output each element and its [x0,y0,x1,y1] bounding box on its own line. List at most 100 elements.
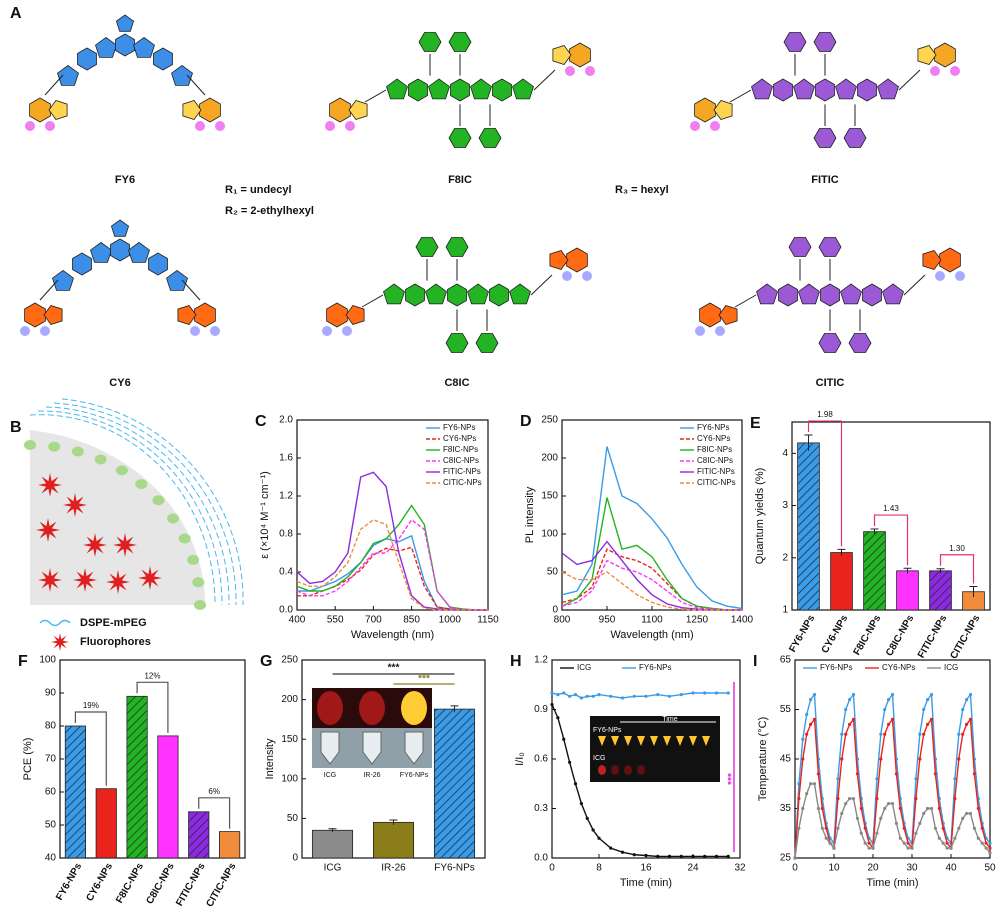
halogen [342,326,352,336]
point [836,777,840,781]
bond [903,274,926,296]
x-axis-label: Wavelength (nm) [610,629,693,641]
point [556,693,560,697]
ring [843,128,867,148]
y-tick-label: 55 [780,704,792,715]
point [937,836,941,840]
y-tick-label: 100 [281,773,298,784]
fluorophore [83,533,107,557]
x-tick-label: 1100 [641,615,663,626]
y-axis-label: PCE (%) [22,738,34,781]
fluorophore [138,566,162,590]
x-tick-label: IR-26 [381,863,406,874]
point [816,806,821,811]
halogen [25,121,35,131]
bracket [198,797,231,829]
ring [29,97,51,123]
point [859,831,863,835]
ring [148,252,168,276]
legend-label: C8IC-NPs [443,456,479,465]
ring [509,283,531,305]
x-tick-label: 550 [327,615,344,626]
halogen [325,121,335,131]
ring [428,78,450,100]
inset-glow [401,691,427,725]
panel-label: F [18,653,28,670]
point [840,811,844,816]
bond [530,274,553,296]
ring [415,237,439,257]
point [926,806,930,811]
y-tick-label: 0.0 [534,853,548,864]
bracket [939,554,975,584]
ring [72,252,92,276]
ring [699,302,721,328]
panel-label: I [753,653,757,670]
ring [566,247,588,273]
inset-label: Time [662,716,677,723]
point [879,757,883,761]
point [679,854,683,858]
y-tick-label: 80 [45,721,57,732]
x-tick-label: 10 [828,863,840,874]
point [918,732,922,736]
halogen [215,121,225,131]
y-tick-label: 250 [541,415,558,426]
bar [95,788,117,859]
point [972,772,977,776]
ring [778,283,798,307]
inset-tube [611,736,619,746]
y-axis-label: ε (×10⁴ M⁻¹ cm⁻¹) [259,471,271,559]
point [988,851,992,855]
point [820,806,824,811]
bond [729,89,752,103]
bar [863,531,886,611]
ring [475,333,499,353]
ring [182,100,202,120]
point [632,694,636,698]
point [961,707,965,712]
error-bar [936,568,945,573]
point [836,797,840,801]
panel-label: C [255,413,267,430]
ring [470,78,492,100]
point [620,850,625,854]
y-tick-label: 0.3 [534,803,548,814]
substituent: R₃ = hexyl [615,184,669,196]
molecule-name: F8IC [448,174,472,186]
point [965,811,969,816]
point [824,826,828,830]
ring [128,242,150,263]
ring [798,283,820,305]
x-tick-label: 8 [596,863,602,874]
ring [934,42,956,68]
ring [751,78,773,100]
ring [922,250,942,270]
point [902,826,906,830]
inset-label: ICG [593,755,605,762]
bracket [74,711,107,786]
inset-tube [676,736,684,746]
lipid-head [192,577,205,588]
legend-lipid [39,619,71,627]
ring [445,333,469,353]
x-tick-label: FY6-NPs [54,861,84,902]
ring [110,219,130,237]
lipid-head [194,600,206,610]
y-tick-label: 200 [281,694,298,705]
point [840,757,844,761]
lipid-head [187,554,200,565]
bar [896,570,919,611]
ring [24,302,46,328]
point [562,737,566,741]
bracket [136,681,169,733]
point [714,854,719,858]
point [980,826,984,830]
lipid-head [48,441,61,452]
halogen [322,326,332,336]
substituent: R₂ = 2-ethylhexyl [225,205,314,217]
y-tick-label: 2.0 [279,415,293,426]
plot-frame [791,421,991,611]
halogen [40,326,50,336]
x-tick-label: 1400 [731,615,754,626]
